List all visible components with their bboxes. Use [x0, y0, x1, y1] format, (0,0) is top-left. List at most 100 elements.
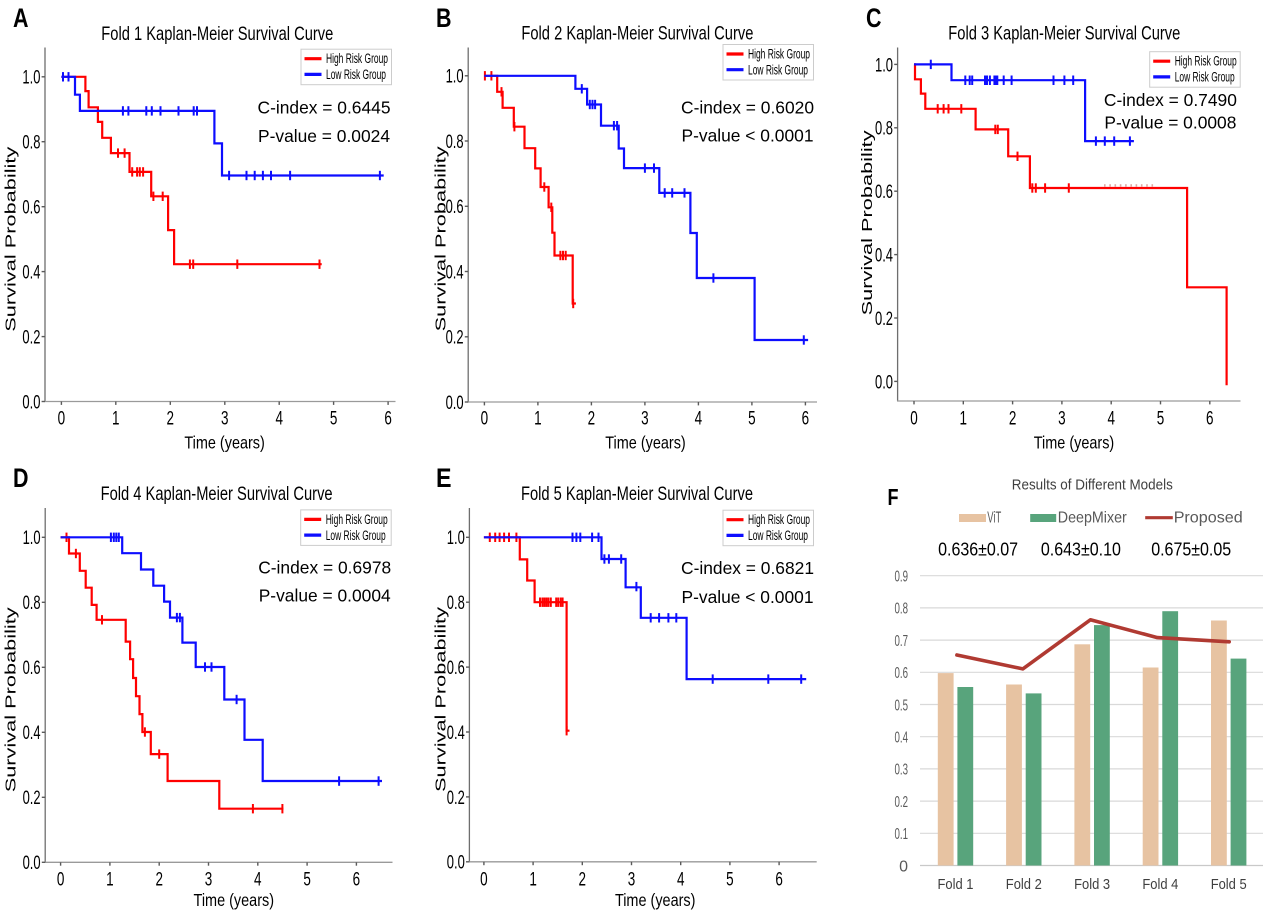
svg-text:6: 6 [353, 870, 361, 891]
svg-text:High Risk Group: High Risk Group [748, 512, 810, 527]
svg-text:0.8: 0.8 [446, 132, 464, 153]
svg-text:Time (years): Time (years) [615, 890, 696, 910]
svg-text:Survival Probability: Survival Probability [860, 129, 876, 315]
svg-text:0.6: 0.6 [446, 197, 464, 218]
svg-text:5: 5 [330, 409, 338, 430]
svg-text:0.4: 0.4 [447, 723, 465, 744]
svg-text:1: 1 [960, 409, 968, 430]
svg-text:C-index = 0.6020: C-index = 0.6020 [681, 97, 814, 117]
svg-text:0.8: 0.8 [895, 601, 909, 618]
svg-text:3: 3 [1058, 409, 1066, 430]
svg-text:Low Risk Group: Low Risk Group [326, 528, 386, 543]
svg-text:1.0: 1.0 [446, 67, 464, 88]
svg-text:0.4: 0.4 [446, 262, 464, 283]
svg-text:0.8: 0.8 [447, 593, 465, 614]
svg-text:1.0: 1.0 [875, 55, 893, 76]
svg-text:Fold 1 Kaplan-Meier Survival C: Fold 1 Kaplan-Meier Survival Curve [101, 23, 333, 45]
svg-text:0.6: 0.6 [447, 658, 465, 679]
svg-text:1.0: 1.0 [23, 528, 41, 549]
svg-text:5: 5 [726, 870, 734, 891]
svg-text:6: 6 [802, 409, 810, 430]
svg-text:High Risk Group: High Risk Group [326, 512, 388, 527]
svg-text:Low Risk Group: Low Risk Group [326, 67, 386, 82]
svg-text:2: 2 [579, 870, 587, 891]
svg-text:3: 3 [641, 409, 649, 430]
svg-text:0.1: 0.1 [895, 826, 909, 843]
svg-text:0.0: 0.0 [875, 372, 893, 393]
svg-text:0.2: 0.2 [446, 328, 464, 349]
svg-text:2: 2 [1009, 409, 1017, 430]
svg-text:Survival Probability: Survival Probability [4, 606, 20, 792]
svg-text:Fold 2: Fold 2 [1006, 877, 1042, 893]
svg-text:Fold 2 Kaplan-Meier Survival C: Fold 2 Kaplan-Meier Survival Curve [521, 22, 753, 44]
svg-text:0.2: 0.2 [875, 309, 893, 330]
svg-text:P-value = 0.0008: P-value = 0.0008 [1104, 112, 1236, 132]
svg-text:3: 3 [628, 870, 636, 891]
svg-text:0.6: 0.6 [895, 665, 909, 682]
svg-text:1.0: 1.0 [22, 68, 40, 89]
svg-text:Low Risk Group: Low Risk Group [748, 63, 808, 78]
svg-text:Fold 5 Kaplan-Meier Survival C: Fold 5 Kaplan-Meier Survival Curve [521, 483, 753, 505]
svg-text:5: 5 [1157, 409, 1165, 430]
svg-text:0.9: 0.9 [895, 569, 909, 586]
svg-text:0.3: 0.3 [895, 762, 909, 779]
svg-text:6: 6 [384, 409, 392, 430]
svg-text:Time (years): Time (years) [1034, 433, 1115, 453]
svg-text:Time (years): Time (years) [184, 433, 265, 453]
svg-text:0.8: 0.8 [23, 593, 41, 614]
svg-text:C-index = 0.6445: C-index = 0.6445 [258, 97, 391, 117]
svg-text:0: 0 [899, 858, 908, 875]
svg-text:Fold 1: Fold 1 [938, 877, 974, 893]
svg-text:0.0: 0.0 [22, 392, 40, 413]
svg-text:3: 3 [205, 870, 213, 891]
svg-text:0.8: 0.8 [875, 119, 893, 140]
svg-text:DeepMixer: DeepMixer [1058, 510, 1128, 527]
svg-text:0.2: 0.2 [447, 788, 465, 809]
svg-text:0.6: 0.6 [22, 198, 40, 219]
svg-text:5: 5 [748, 409, 756, 430]
svg-text:Proposed: Proposed [1174, 510, 1243, 527]
svg-text:0.2: 0.2 [895, 794, 909, 811]
svg-text:4: 4 [677, 870, 685, 891]
svg-text:0.7: 0.7 [895, 633, 909, 650]
svg-text:0.0: 0.0 [23, 853, 41, 874]
svg-text:2: 2 [155, 870, 163, 891]
svg-text:Fold 4: Fold 4 [1142, 877, 1178, 893]
svg-text:0.4: 0.4 [895, 730, 909, 747]
svg-text:Survival Probability: Survival Probability [4, 146, 20, 332]
svg-text:Fold 5: Fold 5 [1211, 877, 1247, 893]
svg-text:P-value < 0.0001: P-value < 0.0001 [682, 125, 814, 145]
svg-text:P-value = 0.0004: P-value = 0.0004 [259, 586, 391, 606]
svg-text:Low Risk Group: Low Risk Group [1175, 70, 1235, 85]
svg-text:6: 6 [775, 870, 783, 891]
svg-text:0.4: 0.4 [22, 263, 40, 284]
svg-text:1: 1 [529, 870, 537, 891]
svg-text:B: B [436, 3, 452, 33]
svg-text:0.675±0.05: 0.675±0.05 [1151, 538, 1231, 559]
svg-text:4: 4 [275, 409, 283, 430]
svg-text:C-index = 0.6978: C-index = 0.6978 [258, 558, 391, 578]
svg-text:0.4: 0.4 [23, 723, 41, 744]
svg-text:0.643±0.10: 0.643±0.10 [1041, 538, 1121, 559]
svg-text:P-value = 0.0024: P-value = 0.0024 [258, 126, 390, 146]
svg-text:C-index = 0.7490: C-index = 0.7490 [1104, 90, 1237, 110]
svg-text:6: 6 [1206, 409, 1214, 430]
svg-text:4: 4 [695, 409, 703, 430]
svg-text:0.0: 0.0 [447, 853, 465, 874]
svg-text:E: E [436, 463, 452, 493]
svg-text:Survival Probability: Survival Probability [434, 145, 450, 331]
svg-text:0.6: 0.6 [23, 658, 41, 679]
svg-text:0.8: 0.8 [22, 133, 40, 154]
svg-text:Fold 3 Kaplan-Meier Survival C: Fold 3 Kaplan-Meier Survival Curve [948, 22, 1180, 44]
svg-text:5: 5 [303, 870, 311, 891]
svg-text:4: 4 [254, 870, 262, 891]
svg-text:1: 1 [106, 870, 114, 891]
svg-text:Fold 4 Kaplan-Meier Survival C: Fold 4 Kaplan-Meier Survival Curve [101, 483, 333, 505]
svg-text:2: 2 [167, 409, 175, 430]
svg-text:0.636±0.07: 0.636±0.07 [938, 538, 1018, 559]
svg-text:0.6: 0.6 [875, 182, 893, 203]
svg-text:1.0: 1.0 [447, 528, 465, 549]
svg-text:0.2: 0.2 [22, 328, 40, 349]
svg-text:3: 3 [221, 409, 229, 430]
svg-text:F: F [888, 484, 899, 510]
